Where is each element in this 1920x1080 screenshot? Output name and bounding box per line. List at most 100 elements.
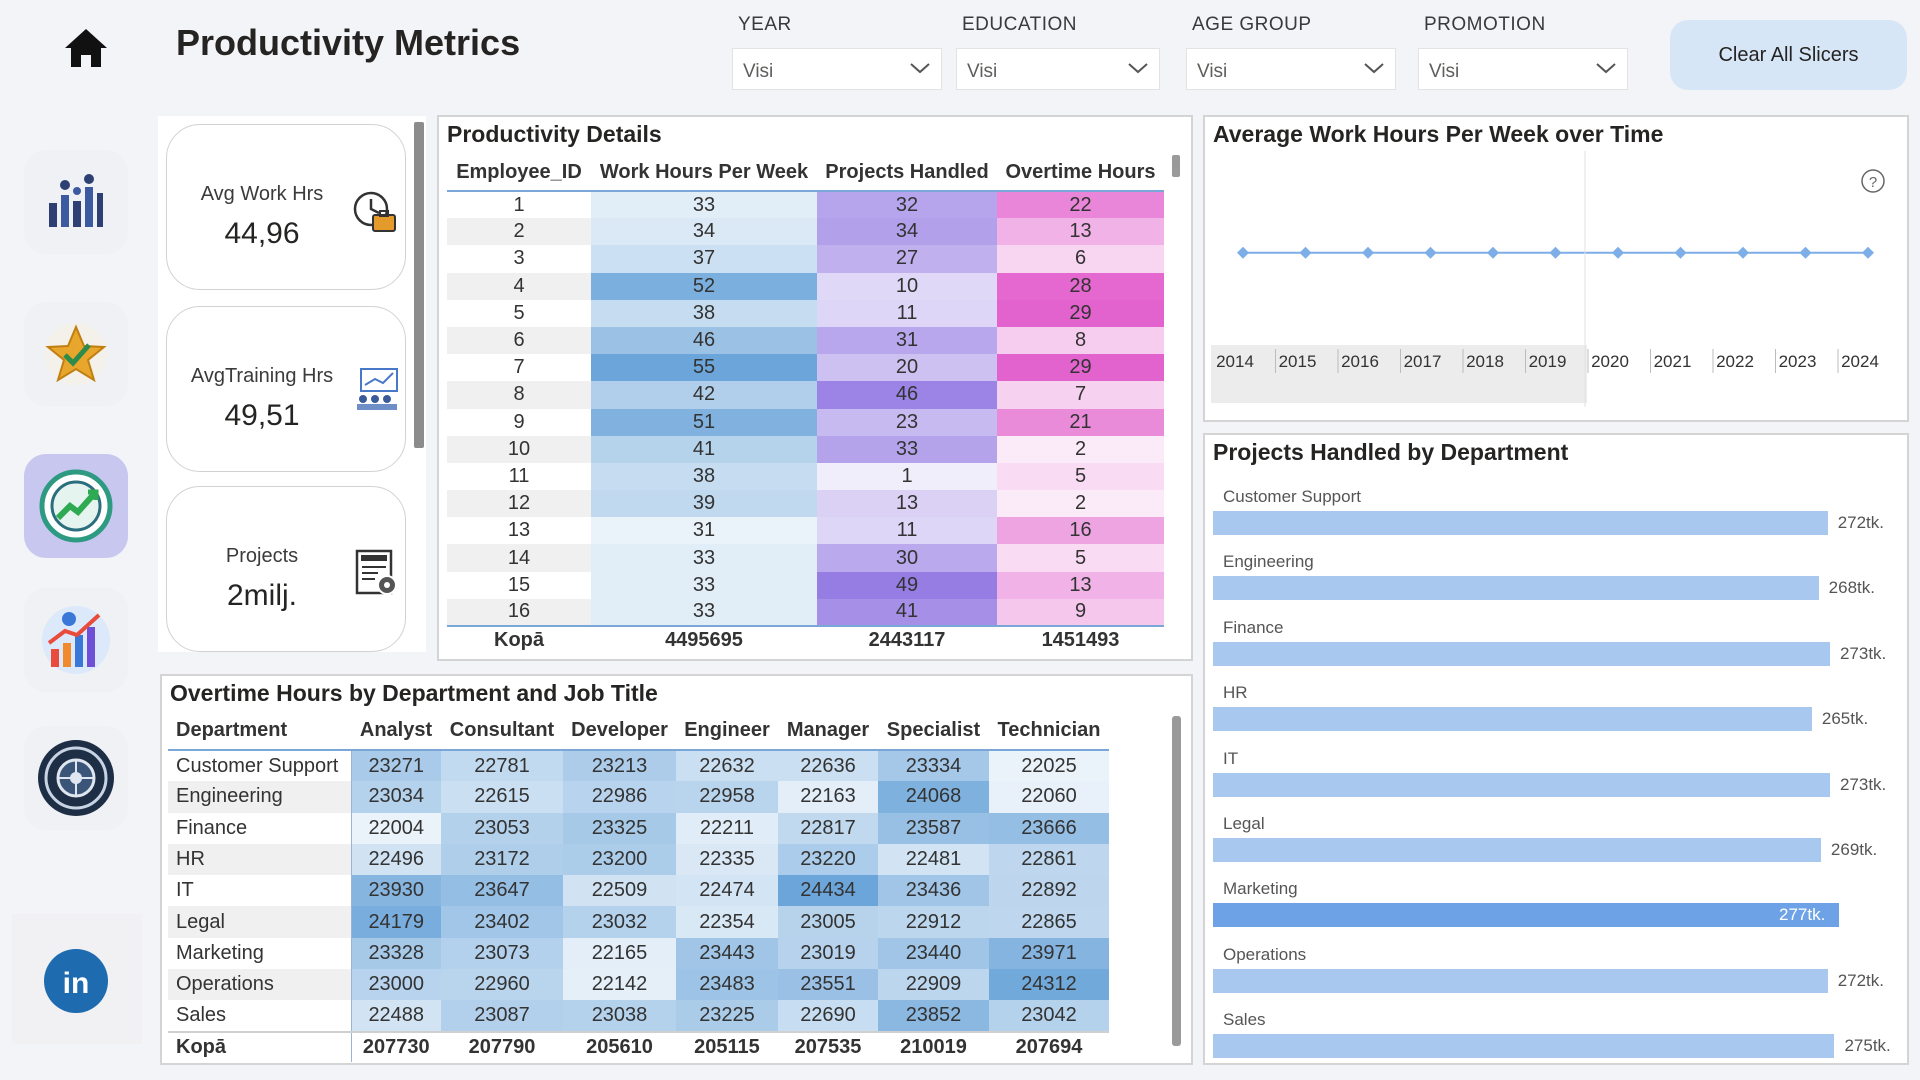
education-dropdown[interactable]: Visi [956,48,1160,90]
table-row[interactable]: 9 51 23 21 [447,408,1164,436]
bar-value-label: 269tk. [1830,840,1878,859]
employee-id-cell: 15 [507,573,531,596]
column-header[interactable]: Consultant [441,712,563,751]
heatmap-row[interactable]: Legal 24179 23402 23032 22354 23005 22912 22865 [168,906,1109,938]
heatmap-cell: 22909 [878,969,989,1001]
heatmap-row[interactable]: Engineering 23034 22615 22986 22958 22163 2406… [168,781,1109,813]
data-point[interactable] [1424,246,1437,259]
data-point[interactable] [1237,246,1249,259]
table-row[interactable]: 13 31 11 16 [447,517,1164,545]
training-icon [357,368,398,410]
age-group-dropdown[interactable]: Visi [1186,48,1396,90]
column-header[interactable]: Employee_ID [447,155,591,192]
data-point[interactable] [1612,246,1624,259]
table-row[interactable]: 3 37 27 6 [447,245,1164,273]
data-point[interactable] [1487,246,1499,259]
bar[interactable] [1213,511,1828,535]
column-header[interactable]: Engineer [676,712,778,751]
column-header[interactable]: Developer [563,712,676,751]
nav-growth-chart[interactable] [24,588,128,692]
heatmap-cell: 23032 [563,906,676,938]
bar[interactable] [1213,641,1830,666]
data-point[interactable] [1674,246,1687,259]
table-row[interactable]: 8 42 46 7 [447,381,1164,409]
column-header[interactable]: Overtime Hours [997,155,1164,192]
table-row[interactable]: 1 33 32 22 [447,191,1164,219]
heatmap-cell: 22509 [563,875,676,907]
table-row[interactable]: 5 38 11 29 [447,299,1164,327]
table-row[interactable]: 14 33 30 5 [447,544,1164,572]
clear-all-slicers-button[interactable]: Clear All Slicers [1670,20,1907,90]
promotion-dropdown[interactable]: Visi [1418,48,1628,90]
year-dropdown[interactable]: Visi [732,48,942,90]
table-row[interactable]: 7 55 20 29 [447,354,1164,382]
table-row[interactable]: 15 33 49 13 [447,571,1164,599]
column-header[interactable]: Specialist [878,712,989,751]
data-point[interactable] [1299,246,1312,259]
bar[interactable] [1213,707,1812,732]
x-tick-label: 2018 [1466,352,1504,371]
heatmap-row[interactable]: Marketing 23328 23073 22165 23443 23019 23440 2… [168,937,1109,970]
column-header[interactable]: Manager [778,712,878,751]
data-point[interactable] [1799,246,1812,259]
projects-by-department-panel: Projects Handled by Department Customer … [1203,433,1909,1065]
age-group-slicer[interactable]: AGE GROUP Visi [1186,14,1396,90]
heatmap-row[interactable]: HR 22496 23172 23200 22335 23220 22481 22861 [168,843,1109,876]
employee-id-cell: 7 [513,356,525,379]
kpi-card-projects: Projects 2milj. [166,486,406,652]
heatmap-row[interactable]: Sales 22488 23087 23038 23225 22690 23852 23042 [168,1000,1109,1032]
data-point[interactable] [1362,246,1374,259]
promotion-slicer[interactable]: PROMOTION Visi [1418,14,1628,90]
column-header[interactable]: Department [168,712,351,751]
heatmap-row[interactable]: Operations 23000 22960 22142 23483 23551 22909… [168,969,1109,1001]
data-point[interactable] [1549,246,1562,259]
help-icon[interactable]: ? [1861,169,1885,193]
table-row[interactable]: 4 52 10 28 [447,272,1164,300]
table-row[interactable]: 16 33 41 9 [447,598,1164,626]
employee-id-cell: 10 [447,435,591,463]
department-cell: Operations [168,969,352,1001]
category-label: Legal [1223,814,1265,833]
nav-gauge-growth[interactable] [24,454,128,558]
heatmap-row[interactable]: IT 23930 23647 22509 22474 24434 23436 22892 [168,875,1109,907]
category-label: HR [1223,683,1248,703]
kpi-scrollbar[interactable] [414,122,424,448]
table-scrollbar[interactable] [1172,155,1180,177]
year-slicer[interactable]: YEAR Visi [732,14,942,90]
slicer-value: Visi [1197,61,1228,82]
column-header[interactable]: Technician [989,712,1109,751]
table-row[interactable]: 6 46 31 8 [447,326,1164,355]
table-row[interactable]: 12 39 13 2 [447,490,1164,518]
table-cell: 27 [817,245,997,273]
bar[interactable] [1213,903,1839,928]
data-point[interactable] [1862,246,1874,259]
category-label: Sales [1223,1010,1266,1030]
table-row[interactable]: 11 38 1 5 [447,462,1164,491]
bar[interactable] [1213,772,1830,797]
bar[interactable] [1213,576,1819,601]
data-point[interactable] [1737,246,1749,259]
heatmap-scrollbar[interactable] [1172,716,1181,1046]
heatmap-row[interactable]: Finance 22004 23053 23325 22211 22817 23587 236… [168,812,1109,844]
column-header[interactable]: Projects Handled [817,155,997,192]
column-header[interactable]: Work Hours Per Week [591,155,817,192]
help-icon-circle [1861,169,1885,193]
education-slicer[interactable]: EDUCATION Visi [956,14,1166,90]
table-row[interactable]: 10 41 33 2 [447,435,1164,463]
column-header[interactable]: Analyst [351,712,441,751]
bar[interactable] [1213,968,1828,993]
employee-id-cell: 9 [513,410,525,433]
heatmap-row[interactable]: Customer Support 23271 22781 23213 22632 2263… [168,750,1109,782]
heatmap-cell: 23647 [441,875,563,907]
x-tick-label: 2016 [1341,352,1379,371]
nav-star-check[interactable] [24,302,128,406]
home-icon[interactable] [62,26,110,70]
nav-people-chart[interactable] [24,150,128,254]
bar[interactable] [1213,1034,1835,1059]
heatmap-cell: 23019 [778,937,878,970]
table-row[interactable]: 2 34 34 13 [447,218,1164,246]
nav-settings-globe[interactable] [24,726,128,830]
nav-linkedin[interactable]: in [12,914,142,1044]
table-cell: 16 [997,517,1164,545]
bar[interactable] [1213,838,1821,862]
